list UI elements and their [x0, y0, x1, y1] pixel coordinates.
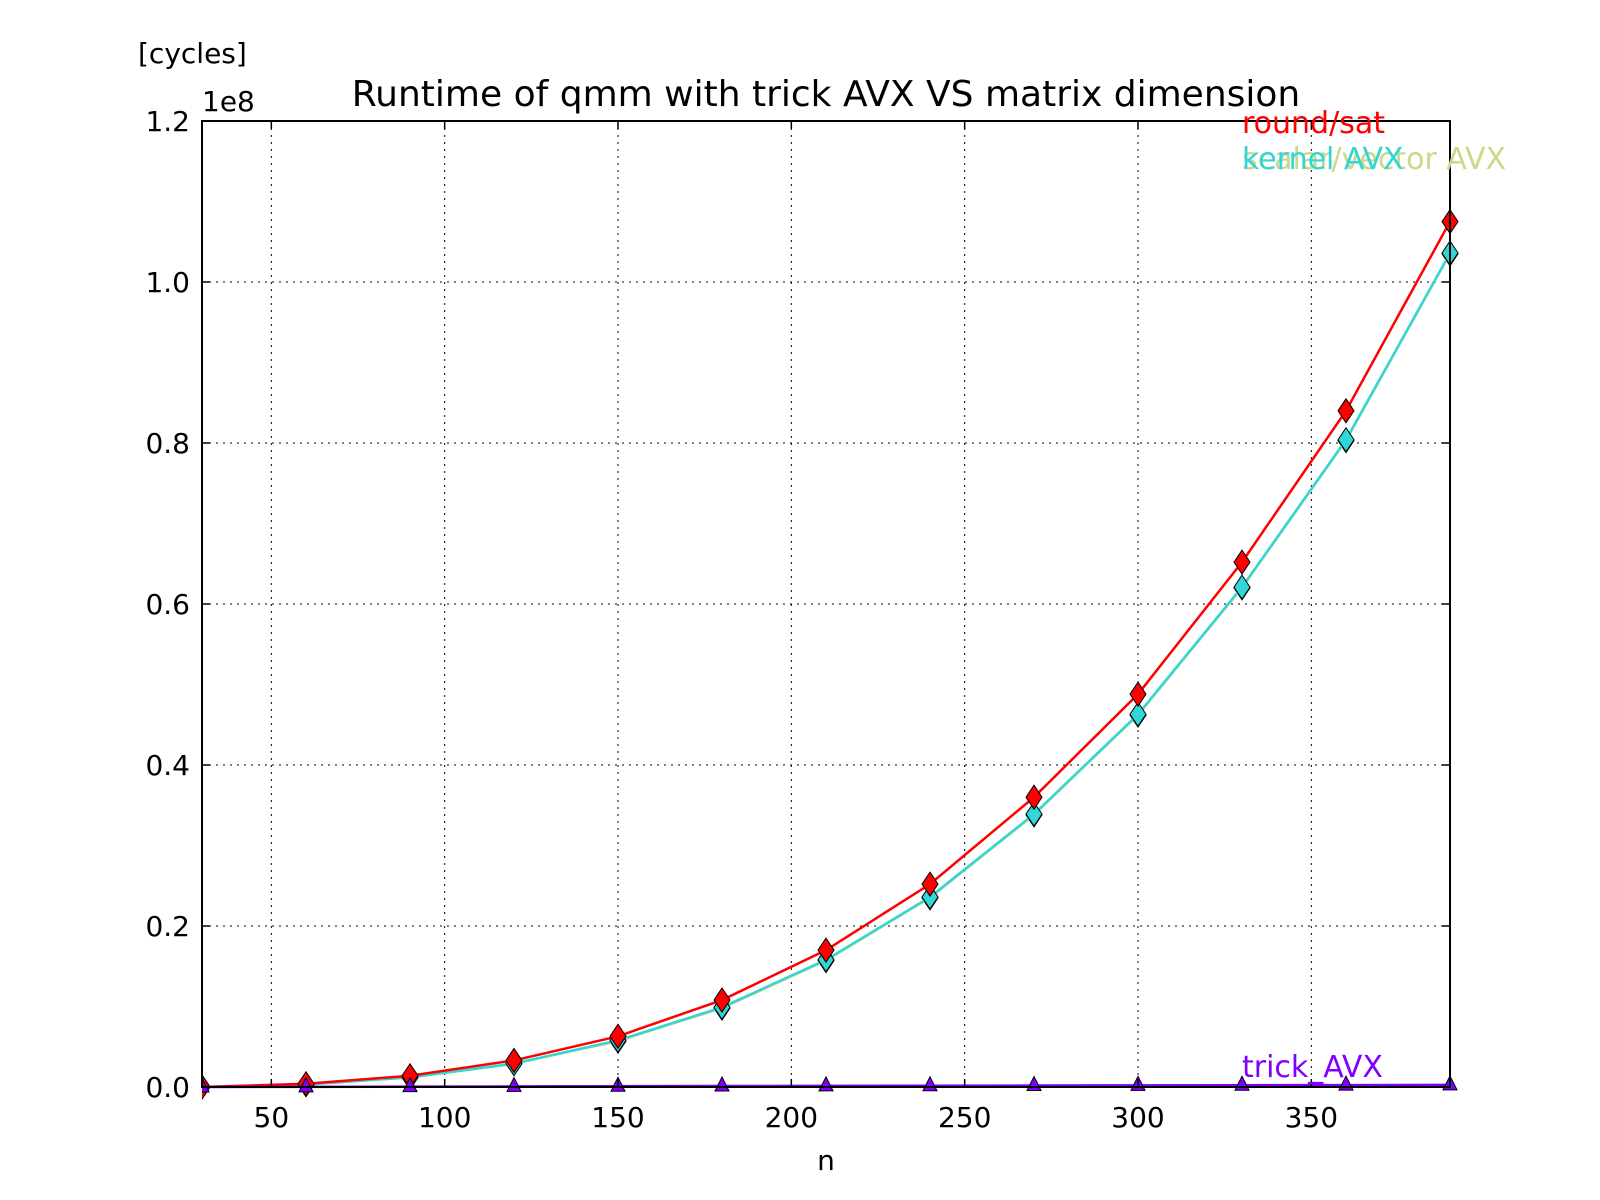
data-point — [1026, 1075, 1042, 1092]
x-tick-label: 350 — [1285, 1101, 1338, 1134]
series-label-round-sat: round/sat — [1242, 106, 1385, 141]
series-layer — [202, 208, 1459, 1100]
data-point — [1025, 784, 1043, 811]
data-point — [1233, 549, 1251, 576]
data-point — [713, 987, 731, 1013]
data-point — [609, 1023, 627, 1050]
y-axis-label: [cycles] — [138, 37, 247, 70]
series-label-kernel-avx: kernel AVX — [1242, 142, 1404, 177]
y-offset-label: 1e8 — [202, 85, 255, 118]
series-label-scalar-vector-avx: scalar/vector AVX — [1242, 142, 1506, 177]
data-point — [505, 1047, 523, 1074]
y-tick-label: 1.2 — [145, 105, 190, 138]
tick-layer: 50 100 150 200 250 300 350 0.0 0.2 0.4 0.6 0.8 1.0 1.… — [145, 105, 1450, 1134]
data-point — [402, 1076, 418, 1093]
x-tick-label: 250 — [938, 1101, 991, 1134]
x-tick-label: 150 — [591, 1101, 644, 1134]
y-tick-label: 0.4 — [145, 749, 190, 782]
data-point — [1129, 701, 1147, 728]
data-point — [298, 1076, 314, 1093]
series-round-sat — [202, 208, 1459, 1100]
y-tick-label: 1.0 — [145, 266, 190, 299]
data-point — [202, 1076, 210, 1093]
data-point — [1337, 397, 1355, 424]
data-point — [1129, 681, 1147, 708]
data-point — [1025, 801, 1043, 828]
data-point — [1337, 426, 1355, 453]
y-tick-label: 0.8 — [145, 427, 190, 460]
grid-layer — [202, 121, 1450, 1087]
series-kernel-avx — [202, 240, 1459, 1100]
data-point — [818, 1075, 834, 1092]
x-tick-label: 100 — [418, 1101, 471, 1134]
data-point — [922, 1075, 938, 1092]
data-point — [714, 1075, 730, 1092]
x-tick-label: 50 — [254, 1101, 290, 1134]
x-tick-label: 200 — [765, 1101, 818, 1134]
x-axis-label: n — [817, 1144, 835, 1177]
y-tick-label: 0.0 — [145, 1071, 190, 1104]
chart-title: Runtime of qmm with trick AVX VS matrix … — [352, 74, 1300, 115]
data-point — [921, 871, 939, 898]
y-tick-label: 0.6 — [145, 588, 190, 621]
data-point — [506, 1076, 522, 1092]
y-tick-label: 0.2 — [145, 910, 190, 943]
data-point — [817, 937, 835, 964]
data-point — [1233, 574, 1251, 600]
x-tick-label: 300 — [1111, 1101, 1164, 1134]
series-label-trick-avx: trick_AVX — [1242, 1050, 1383, 1085]
